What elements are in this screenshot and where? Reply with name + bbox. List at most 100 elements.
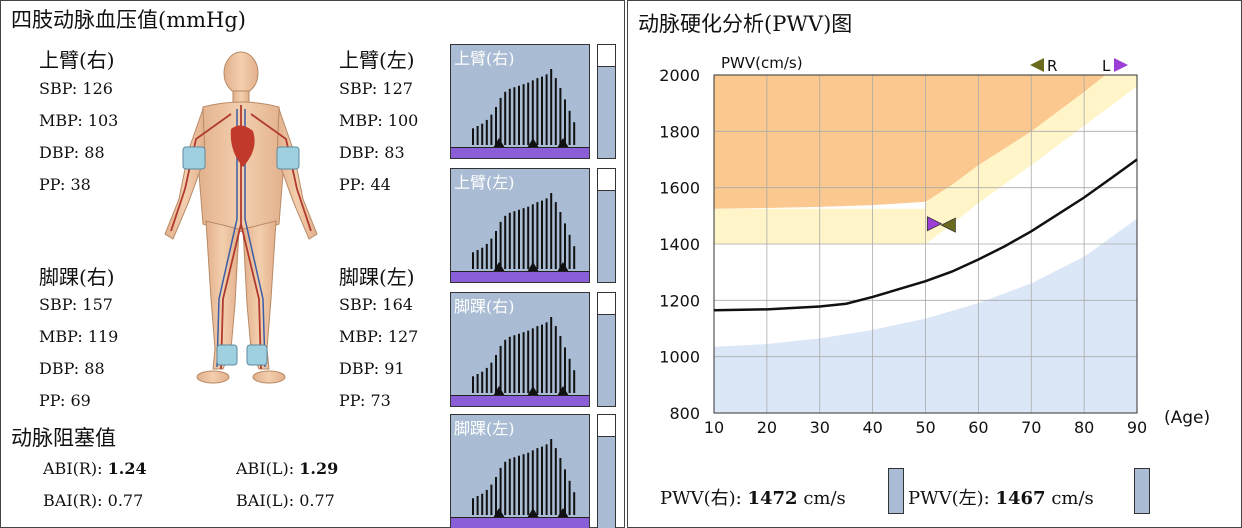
x-tick-label: 70 [1021, 418, 1041, 437]
chart-series [713, 158, 1138, 312]
waveform-label: 脚踝(左) [454, 419, 515, 438]
pwv-left-value: 1467 [995, 488, 1046, 509]
abi-right: ABI(R): 1.24 [43, 459, 147, 478]
waveform-ankle-right: 脚踝(右) [450, 292, 590, 407]
abi-right-value: 1.24 [107, 459, 147, 478]
x-tick-label: 10 [704, 418, 724, 437]
bai-right: BAI(R): 0.77 [43, 491, 143, 510]
waveform-tick-marker [557, 138, 569, 148]
pwv-right-value: 1472 [747, 488, 798, 509]
waveform-ankle-left: 脚踝(左) [450, 414, 590, 528]
waveform-baseline [451, 517, 589, 528]
x-axis-label: (Age) [1164, 408, 1210, 428]
bai-left: BAI(L): 0.77 [236, 491, 335, 510]
limb-title: 脚踝(左) [339, 265, 415, 289]
signal-meter-upper-right [597, 44, 616, 159]
plot-frame [713, 74, 1138, 414]
x-tick-label: 60 [968, 418, 988, 437]
y-tick-label: 1800 [659, 122, 700, 141]
bai-right-value: 0.77 [107, 491, 144, 510]
chart-ticks: 10 20 30 40 50 60 70 80 90 800 1000 1200 1400 1600 180… [659, 66, 1147, 437]
abi-title: 动脉阻塞值 [11, 426, 116, 450]
pp-value: PP: 44 [339, 175, 391, 194]
x-tick-label: 80 [1074, 418, 1094, 437]
y-tick-label: 1600 [659, 179, 700, 198]
y-tick-label: 800 [669, 404, 700, 423]
signal-meter-ankle-right [597, 292, 616, 407]
waveform-upper-right: 上臂(右) [450, 44, 590, 159]
dbp-value: DBP: 83 [339, 143, 405, 162]
chart-grid [713, 74, 1138, 414]
waveform-tick-marker [493, 138, 505, 148]
patient-marker-left [926, 216, 943, 232]
reference-curve [713, 158, 1138, 312]
legend-left: L [1102, 57, 1128, 75]
abi-left-label: ABI(L): [236, 459, 295, 478]
pwv-left-label: PWV(左): [908, 488, 990, 509]
x-tick-label: 90 [1127, 418, 1147, 437]
waveform-tick-marker [527, 138, 539, 148]
waveform-label: 脚踝(右) [454, 297, 515, 316]
abi-left: ABI(L): 1.29 [236, 459, 338, 478]
x-tick-label: 50 [915, 418, 935, 437]
signal-meter-upper-left [597, 168, 616, 283]
y-tick-label: 2000 [659, 66, 700, 85]
pwv-right-indicator [888, 468, 904, 514]
pwv-left-readout: PWV(左): 1467 cm/s [908, 484, 1094, 510]
waveform-tick-marker [527, 508, 539, 518]
pwv-right-unit: cm/s [803, 488, 846, 509]
abi-left-value: 1.29 [299, 459, 339, 478]
limb-title: 上臂(右) [39, 48, 115, 72]
pwv-right-readout: PWV(右): 1472 cm/s [660, 484, 846, 510]
waveform-baseline [451, 271, 589, 282]
waveform-tick-marker [527, 386, 539, 396]
pwv-left-indicator [1134, 468, 1150, 514]
dbp-value: DBP: 88 [39, 359, 105, 378]
x-tick-label: 20 [757, 418, 777, 437]
x-tick-label: 30 [810, 418, 830, 437]
bai-left-label: BAI(L): [236, 491, 295, 510]
legend-right-marker [1030, 58, 1044, 72]
pwv-title: 动脉硬化分析(PWV)图 [638, 12, 853, 36]
legend-right-label: R [1047, 57, 1057, 75]
high-risk-zone-band [714, 75, 1106, 209]
waveform-tick-marker [493, 262, 505, 272]
waveform-bars [472, 317, 576, 396]
limb-title: 脚踝(右) [39, 265, 115, 289]
waveform-label: 上臂(右) [454, 49, 515, 68]
waveform-tick-marker [557, 262, 569, 272]
signal-meter-ankle-left [597, 414, 616, 528]
limb-title: 上臂(左) [339, 48, 415, 72]
chart-markers [926, 216, 956, 233]
waveform-tick-marker [557, 386, 569, 396]
waveform-tick-marker [493, 508, 505, 518]
waveform-bars [472, 439, 576, 518]
mbp-value: MBP: 103 [39, 111, 119, 130]
y-tick-label: 1000 [659, 348, 700, 367]
mbp-value: MBP: 100 [339, 111, 419, 130]
pp-value: PP: 73 [339, 391, 391, 410]
sbp-value: SBP: 127 [339, 79, 413, 98]
dbp-value: DBP: 91 [339, 359, 405, 378]
bai-left-value: 0.77 [299, 491, 335, 510]
waveform-upper-left: 上臂(左) [450, 168, 590, 283]
pwv-right-label: PWV(右): [660, 488, 742, 509]
body-illustration [164, 51, 318, 384]
mbp-value: MBP: 127 [339, 327, 419, 346]
legend-right: R [1030, 57, 1057, 75]
sbp-value: SBP: 164 [339, 295, 413, 314]
pp-value: PP: 38 [39, 175, 91, 194]
legend-left-label: L [1102, 57, 1111, 75]
y-axis-label: PWV(cm/s) [721, 54, 803, 72]
y-tick-label: 1400 [659, 235, 700, 254]
waveform-bars [472, 193, 576, 272]
waveform-baseline [451, 147, 589, 158]
limb-pressure-title: 四肢动脉血压值(mmHg) [11, 8, 246, 32]
waveform-baseline [451, 395, 589, 406]
waveform-tick-marker [527, 262, 539, 272]
waveform-label: 上臂(左) [454, 173, 515, 192]
pwv-left-unit: cm/s [1051, 488, 1094, 509]
mbp-value: MBP: 119 [39, 327, 119, 346]
x-tick-label: 40 [862, 418, 882, 437]
pwv-chart: 10 20 30 40 50 60 70 80 90 800 1000 1200 1400 1600 180… [659, 54, 1210, 437]
